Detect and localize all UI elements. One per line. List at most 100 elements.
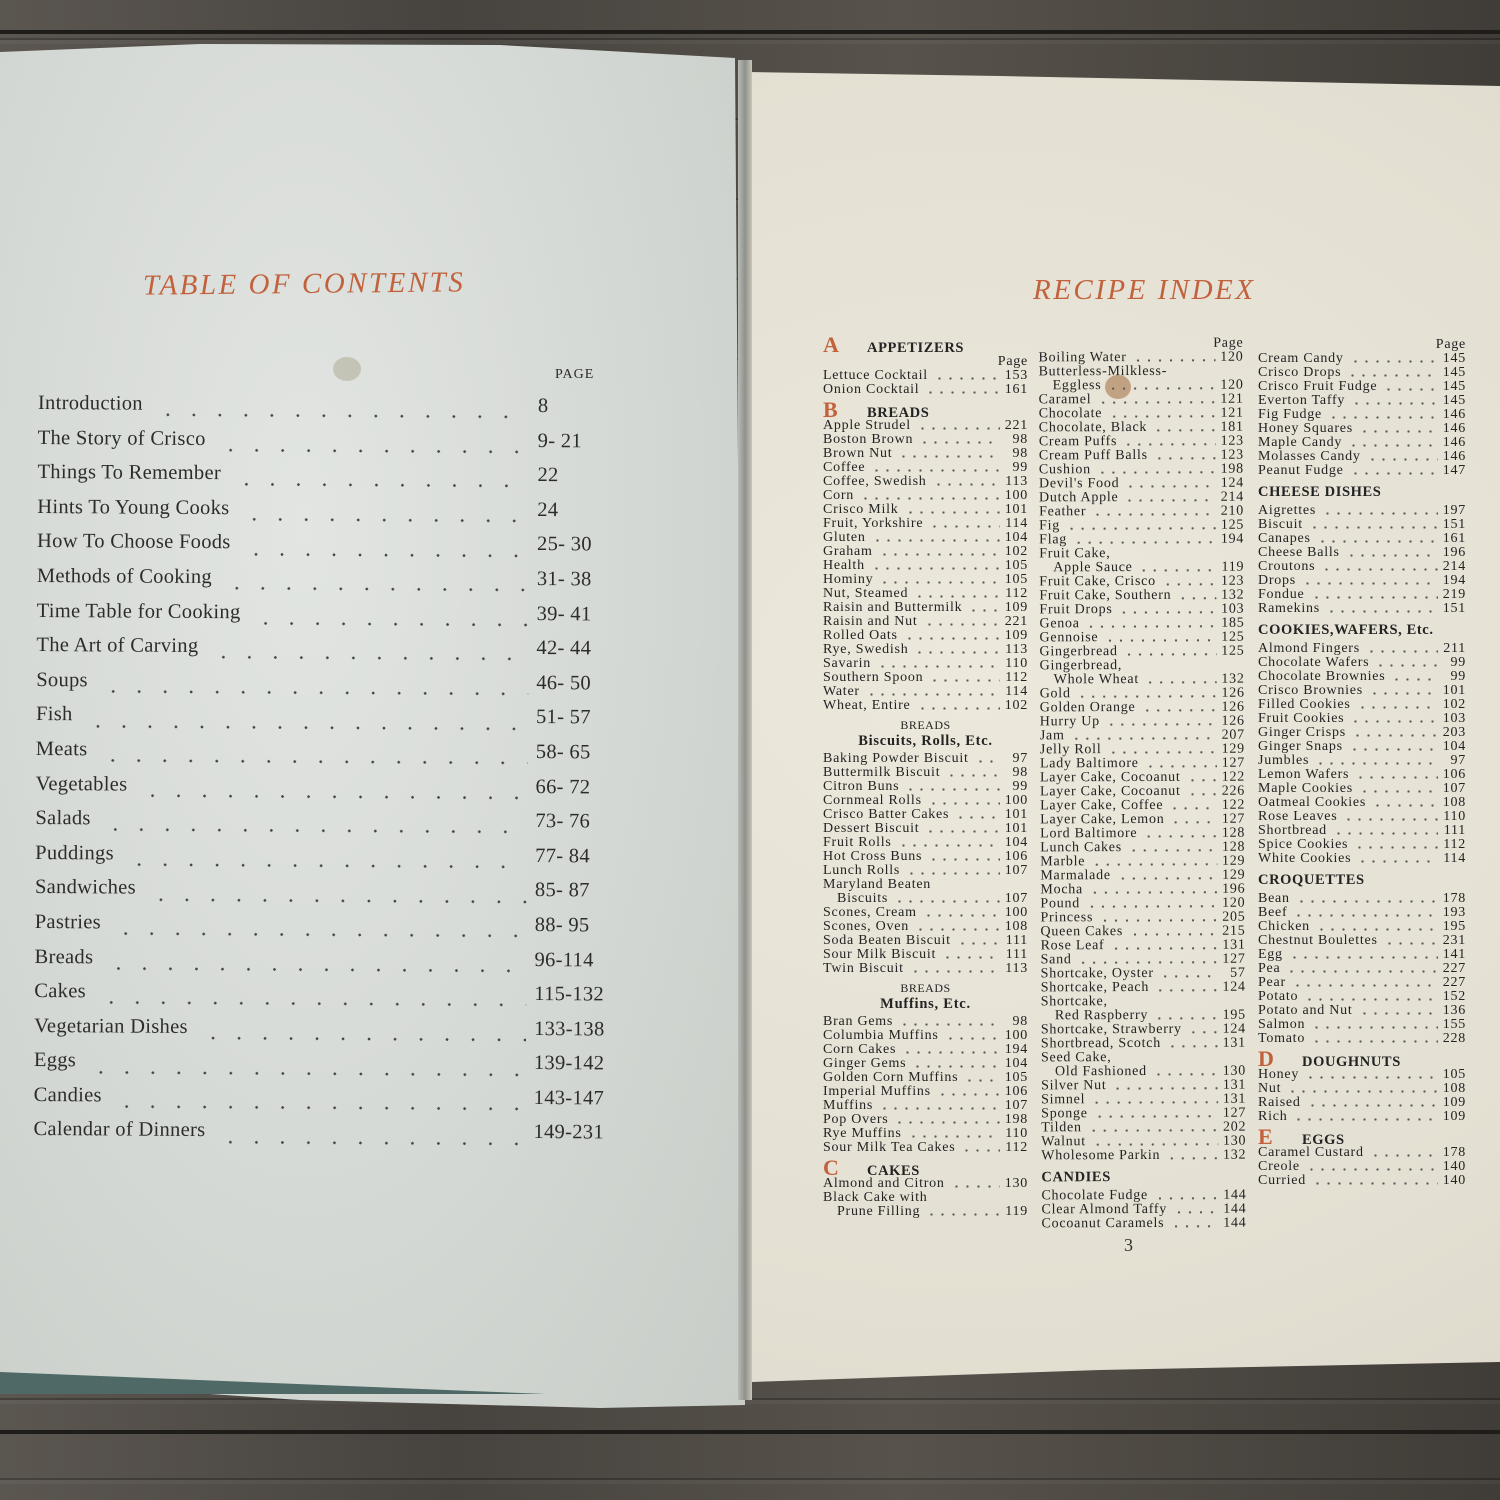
entry-name: Cocoanut Caramels — [1041, 1215, 1165, 1232]
entry-page: 119 — [1221, 559, 1245, 575]
dot-leader — [907, 1134, 1000, 1138]
toc-entry-page: 115-132 — [534, 983, 605, 1006]
entry-name: Shortbread — [1258, 823, 1327, 838]
entry-page: 125 — [1220, 517, 1245, 533]
section-letter: A — [823, 332, 840, 357]
toc-entry-name: Vegetables — [35, 772, 128, 796]
entry-name: Scones, Oven — [823, 919, 909, 934]
dot-leader — [923, 622, 1000, 626]
entry-page: 131 — [1222, 1077, 1247, 1093]
index-entry: Dessert Biscuit 101 — [823, 822, 1028, 836]
entry-name: Caramel Custard — [1258, 1145, 1364, 1160]
dot-leader — [915, 927, 1000, 931]
toc-entry-page: 22 — [537, 464, 559, 487]
entry-page: 147 — [1442, 463, 1466, 478]
entry-name: Drops — [1258, 573, 1296, 588]
entry-page: 98 — [1012, 765, 1028, 780]
toc-entry-page: 66- 72 — [535, 775, 591, 798]
toc-entry: Calendar of Dinners 149-231 — [33, 1118, 613, 1156]
entry-name: Gold — [1039, 686, 1071, 702]
dot-leader — [1129, 932, 1218, 936]
entry-name: Oatmeal Cookies — [1258, 795, 1367, 810]
entry-name: Lemon Wafers — [1258, 767, 1350, 782]
toc-entry-page: 73- 76 — [535, 810, 591, 833]
dot-leader — [1159, 974, 1218, 978]
entry-page: 193 — [1442, 905, 1466, 920]
dot-leader — [932, 482, 1000, 486]
entry-page: 101 — [1004, 821, 1028, 836]
entry-name: Raisin and Buttermilk — [823, 600, 963, 615]
dot-leader — [1187, 1030, 1218, 1034]
dot-leader — [903, 636, 1000, 640]
entry-name: Canapes — [1258, 531, 1311, 546]
entry-name: Cornmeal Rolls — [823, 793, 922, 808]
entry-page: 113 — [1005, 961, 1028, 976]
entry-name: Muffins — [823, 1098, 874, 1113]
entry-name: Rich — [1258, 1109, 1288, 1124]
entry-page: 109 — [1442, 1109, 1466, 1124]
toc-entry-name: Introduction — [37, 392, 143, 415]
entry-name: White Cookies — [1258, 851, 1352, 866]
index-entry: Lemon Wafers 106 — [1258, 768, 1466, 782]
entry-page: 178 — [1442, 1145, 1466, 1160]
entry-name: Corn Cakes — [823, 1042, 897, 1057]
dot-leader — [1107, 750, 1217, 754]
entry-name: Water — [823, 684, 860, 699]
entry-page: 198 — [1004, 1112, 1028, 1127]
entry-page: 144 — [1223, 1187, 1247, 1203]
dot-leader — [912, 1064, 1000, 1068]
entry-name: Rolled Oats — [823, 628, 898, 643]
index-entry: Lettuce Cocktail 153 — [823, 369, 1028, 383]
entry-page: 151 — [1442, 601, 1466, 616]
dot-leader — [241, 517, 530, 524]
entry-name: Coffee, Swedish — [823, 474, 927, 489]
entry-name-continued: Biscuits — [837, 891, 889, 906]
entry-name: Bean — [1258, 891, 1290, 906]
entry-page: 145 — [1442, 393, 1466, 408]
index-entry: Scones, Oven 108 — [823, 920, 1028, 934]
entry-name: Wholesome Parkin — [1041, 1147, 1161, 1164]
entry-page: 106 — [1004, 849, 1028, 864]
index-entry: Butterless-Milkless- — [1039, 364, 1244, 379]
index-entry: Cushion 198 — [1039, 462, 1244, 478]
dot-leader — [1391, 677, 1438, 681]
dot-leader — [944, 1036, 1000, 1040]
index-entry: Gold 126 — [1039, 686, 1245, 702]
index-entry: Graham 102 — [823, 545, 1028, 559]
dot-leader — [946, 773, 1000, 777]
index-entry: Feather 210 — [1039, 504, 1244, 520]
entry-name: Genoa — [1039, 616, 1080, 632]
dot-leader — [1356, 705, 1438, 709]
dot-leader — [242, 551, 530, 558]
dot-leader — [1087, 1128, 1219, 1132]
entry-name: Spice Cookies — [1258, 837, 1349, 852]
entry-page: 126 — [1221, 699, 1245, 715]
dot-leader — [1350, 719, 1438, 723]
toc-entry: Eggs 139-142 — [34, 1049, 614, 1087]
index-entry: Onion Cocktail 161 — [823, 383, 1028, 397]
dot-leader — [1144, 680, 1217, 684]
dot-leader — [1291, 983, 1438, 987]
index-entry: Fruit Rolls 104 — [823, 836, 1028, 850]
dot-leader — [1077, 960, 1218, 964]
dot-leader — [914, 650, 1000, 654]
dot-leader — [1125, 484, 1216, 488]
dot-leader — [84, 723, 528, 731]
entry-page: 146 — [1442, 435, 1466, 450]
entry-page: 161 — [1004, 382, 1028, 397]
entry-page: 105 — [1004, 572, 1028, 587]
dot-leader — [950, 1184, 1000, 1188]
entry-name: Potato and Nut — [1258, 1003, 1353, 1018]
index-column-3: Page Cream Candy 145 Crisco Drops 145 Crisco … — [1258, 337, 1466, 1188]
dot-leader — [916, 426, 1000, 430]
index-entry: Honey 105 — [1258, 1068, 1466, 1082]
entry-page: 111 — [1005, 947, 1028, 962]
entry-name: Almond Fingers — [1258, 641, 1360, 656]
toc-entry: Things To Remember 22 — [37, 461, 617, 499]
dot-leader — [1358, 1011, 1438, 1015]
dot-leader — [1073, 540, 1217, 544]
entry-name: Crisco Batter Cakes — [823, 807, 950, 822]
dot-leader — [1315, 927, 1438, 931]
index-entry: Columbia Muffins 100 — [823, 1029, 1028, 1043]
entry-name: Pea — [1258, 961, 1281, 976]
